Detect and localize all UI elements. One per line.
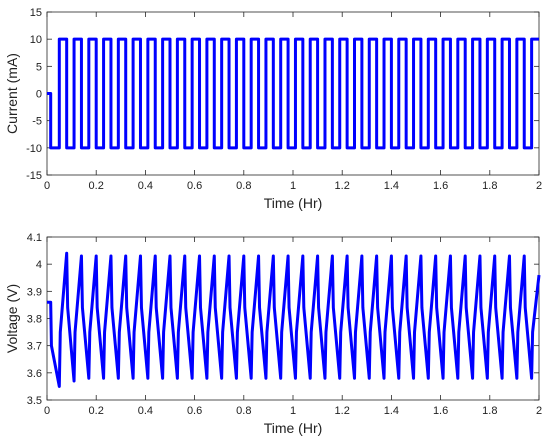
- x-tick-label: 0.4: [138, 405, 153, 417]
- y-tick-label: -15: [26, 170, 42, 182]
- y-axis-label: Voltage (V): [4, 284, 20, 353]
- x-axis-label: Time (Hr): [264, 195, 323, 211]
- x-tick-label: 0.4: [138, 180, 153, 192]
- x-tick-label: 1.8: [482, 405, 497, 417]
- x-tick-label: 0.6: [187, 405, 202, 417]
- x-tick-label: 1.2: [335, 405, 350, 417]
- x-tick-label: 0: [44, 405, 50, 417]
- x-tick-label: 2: [536, 180, 542, 192]
- x-axis-label: Time (Hr): [264, 420, 323, 436]
- y-axis-label: Current (mA): [4, 53, 20, 134]
- x-tick-label: 1.4: [384, 180, 399, 192]
- data-line: [47, 37, 539, 150]
- y-tick-label: 3.7: [27, 341, 42, 353]
- y-tick-label: 5: [36, 61, 42, 73]
- y-tick-label: -10: [26, 143, 42, 155]
- x-tick-label: 1: [290, 180, 296, 192]
- x-tick-label: 2: [536, 405, 542, 417]
- y-tick-label: 0: [36, 89, 42, 101]
- x-tick-label: 0: [44, 180, 50, 192]
- y-tick-label: 10: [30, 34, 42, 46]
- data-line: [47, 251, 541, 388]
- y-tick-label: 3.5: [27, 395, 42, 407]
- x-tick-label: 1.2: [335, 180, 350, 192]
- y-tick-label: 3.9: [27, 286, 42, 298]
- y-tick-label: 15: [30, 7, 42, 19]
- x-tick-label: 1: [290, 405, 296, 417]
- y-tick-label: 3.6: [27, 368, 42, 380]
- y-tick-label: -5: [32, 116, 42, 128]
- x-tick-label: 1.8: [482, 180, 497, 192]
- y-tick-label: 4: [36, 259, 42, 271]
- x-tick-label: 0.6: [187, 180, 202, 192]
- x-tick-label: 0.8: [236, 405, 251, 417]
- x-tick-label: 1.6: [433, 180, 448, 192]
- x-tick-label: 1.6: [433, 405, 448, 417]
- x-tick-label: 0.2: [89, 405, 104, 417]
- y-tick-label: 3.8: [27, 314, 42, 326]
- y-tick-label: 4.1: [27, 232, 42, 244]
- x-tick-label: 0.8: [236, 180, 251, 192]
- x-tick-label: 1.4: [384, 405, 399, 417]
- x-tick-label: 0.2: [89, 180, 104, 192]
